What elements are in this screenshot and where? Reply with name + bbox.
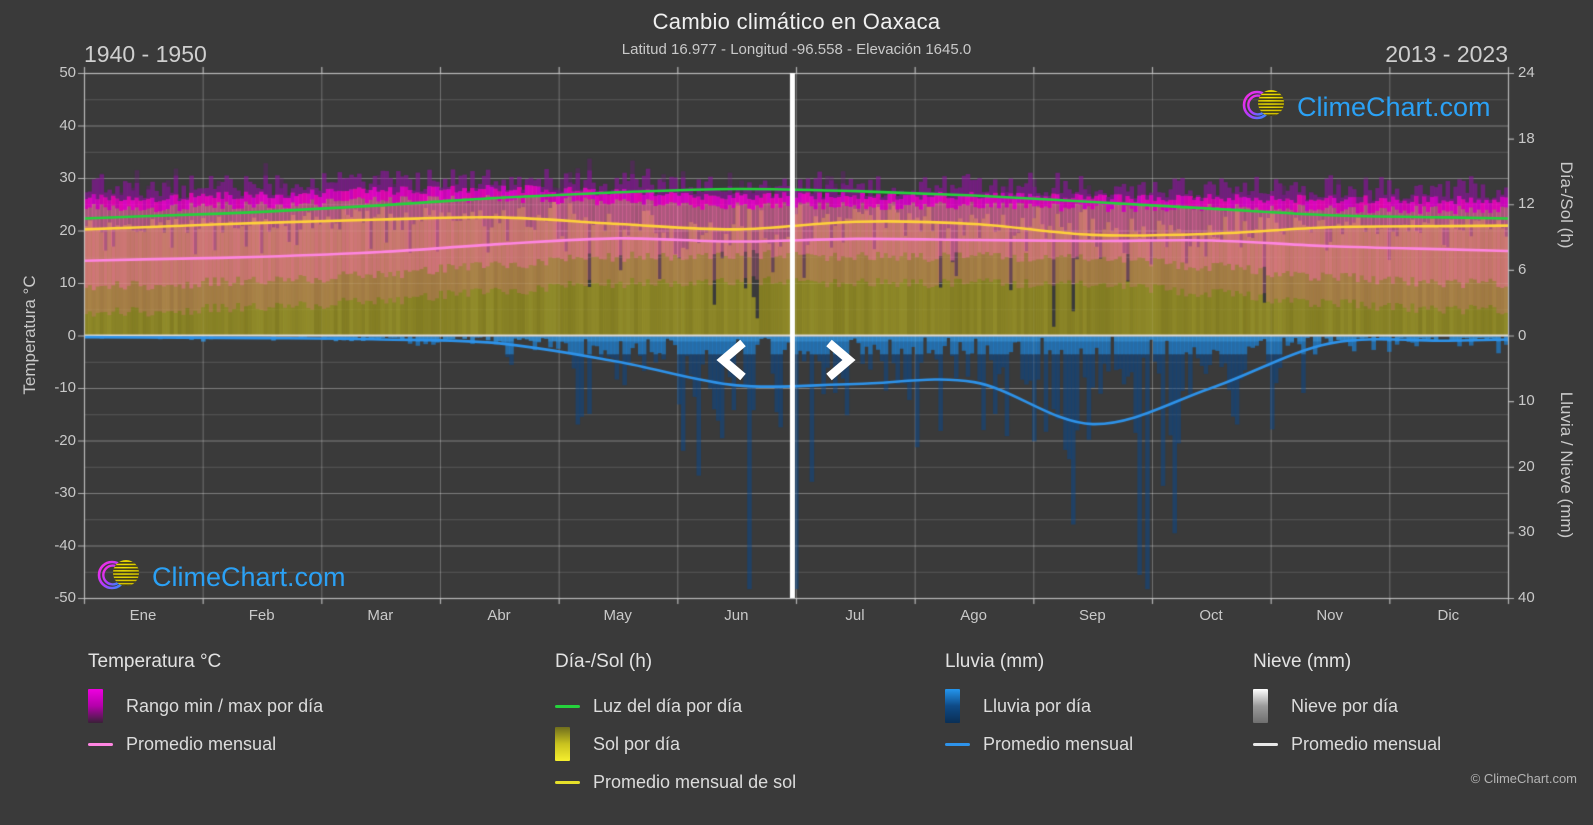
swatch (1253, 689, 1268, 723)
legend-header: Día-/Sol (h) (555, 651, 653, 672)
legend-item-label: Promedio mensual (1291, 733, 1442, 754)
legend-line-swatch-icon (555, 704, 585, 708)
month-label-jul: Jul (845, 607, 865, 624)
legend-item-label: Promedio mensual (126, 733, 277, 754)
page-title: Cambio climático en Oaxaca (652, 9, 941, 34)
swatch (88, 689, 103, 723)
legend-item: Promedio mensual de sol (555, 763, 796, 801)
hour-tick-label: 0 (1518, 326, 1527, 344)
hour-tick-label: 12 (1518, 195, 1535, 213)
month-label-oct: Oct (1199, 607, 1223, 624)
month-label-feb: Feb (248, 607, 275, 624)
month-label-dic: Dic (1437, 607, 1460, 624)
legend-line-swatch-icon (555, 780, 585, 784)
legend-gradient-swatch-icon (1253, 689, 1283, 723)
legend-item-label: Rango min / max por día (126, 695, 324, 716)
legend-item: Sol por día (555, 725, 796, 763)
month-label-may: May (603, 607, 632, 624)
legend-header: Lluvia (mm) (945, 651, 1045, 672)
legend-item-label: Promedio mensual (983, 733, 1134, 754)
chevron-left-icon (716, 339, 746, 381)
period-right-label: 2013 - 2023 (1385, 41, 1508, 67)
legend-gradient-swatch-icon (88, 689, 118, 723)
month-label-ago: Ago (960, 607, 987, 624)
swatch (555, 727, 570, 761)
temp-tick-label: 50 (59, 64, 76, 81)
temp-tick-label: 0 (67, 326, 76, 344)
temp-tick-label: 20 (59, 221, 76, 239)
legend-group-1: Temperatura °C Rango min / max por día Pro… (88, 651, 323, 763)
legend-line-swatch-icon (1253, 742, 1283, 746)
hour-tick-label: 18 (1518, 129, 1535, 147)
watermark-bottom-left: ClimeChart.com (95, 554, 346, 601)
legend-header: Nieve (mm) (1253, 651, 1352, 672)
temp-tick-label: -30 (54, 484, 76, 501)
rain-tick-label: 30 (1518, 523, 1535, 541)
month-label-abr: Abr (487, 607, 511, 624)
month-label-nov: Nov (1316, 607, 1343, 624)
legend-item-label: Sol por día (593, 733, 681, 754)
legend-line-swatch-icon (88, 742, 118, 746)
legend-item-label: Lluvia por día (983, 695, 1092, 716)
page-subtitle: Latitud 16.977 - Longitud -96.558 - Elev… (621, 41, 972, 58)
previous-period-arrow[interactable] (714, 337, 754, 383)
climechart-logo-icon (1240, 84, 1290, 131)
legend-gradient-swatch-icon (555, 727, 585, 761)
hour-tick-label: 24 (1518, 64, 1535, 81)
swatch (555, 704, 580, 708)
period-divider-handle[interactable] (788, 73, 797, 598)
hour-tick-label: 6 (1518, 260, 1527, 278)
swatch (945, 689, 960, 723)
rain-tick-label: 10 (1518, 392, 1535, 410)
legend-header: Temperatura °C (88, 651, 222, 672)
temp-tick-label: -10 (54, 379, 76, 396)
swatch (555, 780, 580, 784)
temp-tick-label: 40 (59, 116, 76, 134)
month-label-ene: Ene (129, 607, 157, 624)
temp-tick-label: 10 (59, 274, 76, 291)
temp-tick-label: 30 (59, 169, 76, 186)
legend-gradient-swatch-icon (945, 689, 975, 723)
legend-group-3: Lluvia (mm) Lluvia por día Promedio mensua… (945, 651, 1133, 763)
copyright-text: © ClimeChart.com (1470, 771, 1577, 786)
legend-item: Nieve por día (1253, 687, 1441, 725)
month-label-mar: Mar (367, 607, 394, 624)
temp-tick-label: -40 (54, 536, 76, 554)
legend-item: Promedio mensual (88, 725, 323, 763)
legend-group-2: Día-/Sol (h) Luz del día por día Sol por d… (555, 651, 796, 801)
watermark-text: ClimeChart.com (152, 562, 346, 592)
legend-item-label: Nieve por día (1291, 695, 1399, 716)
legend-item: Lluvia por día (945, 687, 1133, 725)
legend-item: Luz del día por día (555, 687, 796, 725)
climechart-logo-icon (95, 554, 145, 601)
swatch (1253, 742, 1278, 746)
swatch (945, 742, 970, 746)
legend-item: Rango min / max por día (88, 687, 323, 725)
rain-tick-label: 20 (1518, 457, 1535, 475)
legend-line-swatch-icon (945, 742, 975, 746)
month-label-jun: Jun (724, 607, 749, 624)
period-left-label: 1940 - 1950 (84, 41, 207, 67)
watermark-top-right: ClimeChart.com (1240, 84, 1491, 131)
next-period-arrow[interactable] (818, 337, 858, 383)
swatch (88, 742, 113, 746)
watermark-text: ClimeChart.com (1297, 92, 1491, 122)
legend-item: Promedio mensual (1253, 725, 1441, 763)
legend-group-4: Nieve (mm) Nieve por día Promedio mensual (1253, 651, 1441, 763)
chevron-right-icon (826, 339, 856, 381)
legend-item: Promedio mensual (945, 725, 1133, 763)
temp-tick-label: -20 (54, 431, 76, 449)
legend-item-label: Luz del día por día (593, 695, 743, 716)
temp-tick-label: -50 (54, 589, 76, 606)
rain-tick-label: 40 (1518, 589, 1535, 606)
month-label-sep: Sep (1078, 607, 1106, 624)
legend-item-label: Promedio mensual de sol (593, 771, 797, 792)
